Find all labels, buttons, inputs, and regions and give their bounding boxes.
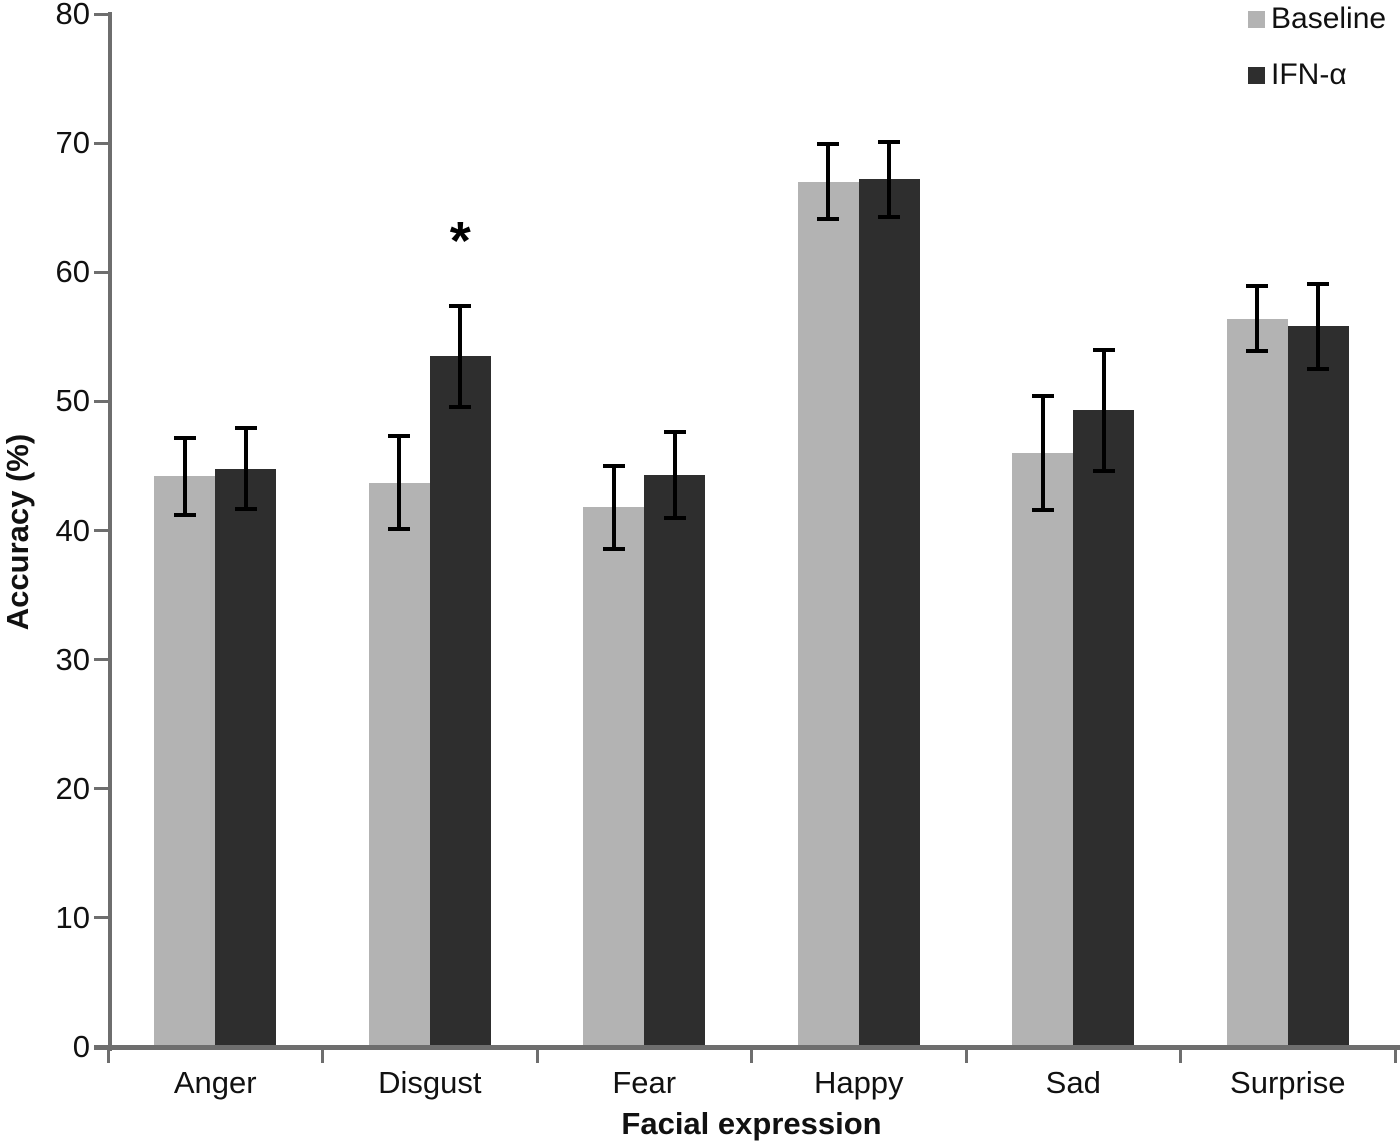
error-bar-cap-top bbox=[173, 435, 196, 440]
x-axis-line bbox=[94, 1045, 1400, 1050]
error-bar-cap-bottom bbox=[1307, 367, 1330, 372]
bar-baseline-disgust bbox=[368, 482, 430, 1049]
y-tick-mark bbox=[94, 270, 108, 274]
error-bar-cap-top bbox=[1092, 347, 1115, 352]
x-tick-mark bbox=[1393, 1047, 1397, 1063]
error-bar-cap-top bbox=[602, 463, 625, 468]
bar-ifn-surprise bbox=[1287, 326, 1349, 1049]
category-label-fear: Fear bbox=[612, 1065, 677, 1100]
y-tick-label-30: 30 bbox=[55, 641, 90, 677]
bar-ifn-anger bbox=[215, 468, 277, 1049]
category-label-disgust: Disgust bbox=[378, 1065, 482, 1100]
bar-baseline-surprise bbox=[1226, 318, 1288, 1049]
legend-item-ifn: IFN-α bbox=[1248, 58, 1386, 92]
x-tick-mark bbox=[1179, 1047, 1182, 1063]
error-bar-cap-top bbox=[1031, 394, 1054, 399]
error-bar-cap-top bbox=[878, 139, 901, 144]
bar-baseline-sad bbox=[1012, 453, 1074, 1049]
error-bar-cap-bottom bbox=[663, 515, 686, 520]
error-bar-cap-top bbox=[449, 303, 472, 308]
error-bar-cap-bottom bbox=[878, 214, 901, 219]
y-tick-mark bbox=[94, 399, 108, 403]
bar-baseline-happy bbox=[797, 181, 859, 1049]
bar-ifn-fear bbox=[644, 474, 706, 1049]
error-bar-cap-bottom bbox=[173, 513, 196, 517]
y-tick-mark bbox=[94, 1045, 108, 1049]
legend-label-baseline: Baseline bbox=[1271, 2, 1387, 35]
x-tick-mark bbox=[321, 1047, 324, 1063]
error-bar-cap-top bbox=[1307, 281, 1330, 286]
error-bar-cap-bottom bbox=[1246, 349, 1269, 354]
category-label-anger: Anger bbox=[173, 1065, 257, 1100]
error-bar-cap-bottom bbox=[1092, 469, 1115, 474]
error-bar-cap-bottom bbox=[449, 404, 472, 409]
y-tick-label-60: 60 bbox=[55, 254, 90, 290]
error-bar-cap-top bbox=[234, 426, 257, 431]
error-bar-cap-bottom bbox=[602, 546, 625, 551]
y-tick-mark bbox=[94, 529, 108, 532]
legend-item-baseline: Baseline bbox=[1248, 2, 1386, 36]
error-bar-cap-bottom bbox=[234, 506, 257, 511]
y-axis-line bbox=[108, 12, 112, 1051]
error-bar-line bbox=[1316, 283, 1321, 370]
x-tick-mark bbox=[964, 1047, 968, 1063]
error-bar-line bbox=[1255, 286, 1260, 352]
bar-ifn-happy bbox=[858, 179, 920, 1049]
error-bar-line bbox=[672, 432, 677, 518]
bar-baseline-anger bbox=[154, 476, 216, 1049]
y-tick-label-70: 70 bbox=[55, 125, 90, 161]
bar-ifn-disgust bbox=[429, 356, 491, 1049]
error-bar-line bbox=[243, 428, 248, 509]
x-tick-mark bbox=[106, 1047, 110, 1063]
error-bar-line bbox=[458, 305, 463, 407]
y-tick-label-40: 40 bbox=[55, 512, 90, 548]
error-bar-line bbox=[1040, 396, 1045, 510]
legend-swatch-ifn-icon bbox=[1248, 66, 1265, 84]
error-bar-line bbox=[397, 436, 402, 530]
error-bar-cap-top bbox=[1246, 284, 1269, 289]
y-tick-mark bbox=[94, 658, 108, 662]
y-tick-label-20: 20 bbox=[55, 770, 90, 806]
category-label-sad: Sad bbox=[1045, 1065, 1101, 1100]
error-bar-cap-bottom bbox=[817, 217, 840, 222]
category-label-surprise: Surprise bbox=[1230, 1065, 1346, 1100]
x-axis-title: Facial expression bbox=[621, 1106, 882, 1141]
error-bar-line bbox=[887, 141, 892, 217]
error-bar-cap-top bbox=[817, 142, 840, 147]
bar-baseline-fear bbox=[583, 507, 645, 1049]
error-bar-line bbox=[826, 144, 831, 220]
error-bar-cap-bottom bbox=[1031, 507, 1054, 512]
error-bar-line bbox=[611, 465, 616, 549]
y-tick-mark bbox=[94, 787, 108, 791]
y-tick-label-10: 10 bbox=[55, 899, 90, 935]
error-bar-cap-top bbox=[388, 434, 411, 439]
legend: Baseline IFN-α bbox=[1248, 2, 1386, 92]
bar-ifn-sad bbox=[1073, 410, 1135, 1049]
error-bar-cap-top bbox=[663, 430, 686, 435]
y-tick-label-80: 80 bbox=[55, 0, 90, 31]
y-tick-mark bbox=[94, 141, 108, 145]
category-label-happy: Happy bbox=[813, 1065, 904, 1100]
error-bar-line bbox=[182, 437, 187, 515]
y-tick-mark bbox=[94, 916, 108, 920]
x-tick-mark bbox=[750, 1047, 753, 1063]
x-tick-mark bbox=[535, 1047, 539, 1063]
y-tick-mark bbox=[94, 12, 108, 16]
y-tick-label-0: 0 bbox=[72, 1029, 90, 1064]
error-bar-line bbox=[1101, 349, 1106, 472]
legend-label-ifn: IFN-α bbox=[1271, 58, 1347, 91]
y-tick-label-50: 50 bbox=[55, 383, 90, 419]
error-bar-cap-bottom bbox=[388, 527, 411, 532]
significance-asterisk: * bbox=[449, 210, 471, 271]
legend-swatch-baseline-icon bbox=[1248, 10, 1265, 28]
